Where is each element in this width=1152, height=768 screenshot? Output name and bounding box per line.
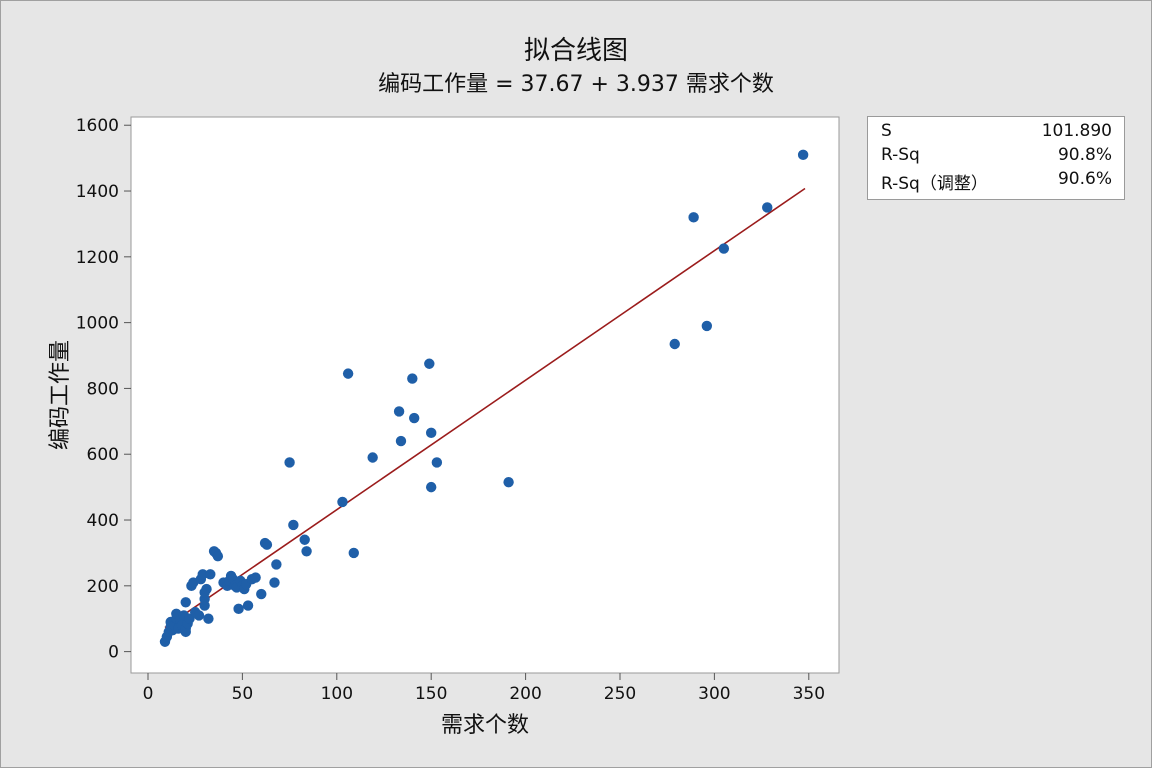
- data-point: [201, 583, 212, 595]
- stats-row-rsq: R-Sq 90.8%: [881, 145, 1112, 169]
- data-point: [718, 243, 730, 254]
- stats-row-s: S 101.890: [881, 121, 1112, 145]
- data-point: [688, 212, 699, 223]
- x-tick-label: 50: [232, 684, 254, 704]
- data-point: [284, 457, 295, 468]
- stats-label: R-Sq: [881, 145, 920, 165]
- y-tick-label: 1600: [76, 116, 119, 136]
- data-point: [212, 551, 224, 562]
- stats-label: R-Sq（调整）: [881, 174, 988, 194]
- stats-value: 90.8%: [1057, 145, 1112, 165]
- x-tick-label: 350: [793, 684, 825, 704]
- data-point: [299, 534, 310, 545]
- stats-row-rsq-adj: R-Sq（调整） 90.6%: [881, 169, 1112, 194]
- x-axis-label: 需求个数: [440, 713, 530, 738]
- data-point: [288, 519, 299, 531]
- data-point: [250, 572, 261, 583]
- data-point: [431, 457, 443, 468]
- chart-subtitle: 编码工作量 = 37.67 + 3.937 需求个数: [378, 72, 774, 97]
- data-point: [395, 435, 407, 447]
- x-tick-label: 100: [321, 684, 353, 704]
- data-point: [367, 452, 378, 463]
- y-tick-label: 800: [87, 379, 119, 399]
- data-point: [425, 427, 437, 439]
- data-point: [301, 546, 312, 557]
- fit-line-group: [164, 187, 806, 629]
- data-point: [242, 600, 254, 611]
- data-point: [797, 149, 809, 161]
- stats-value: 101.890: [1041, 121, 1112, 141]
- data-point: [337, 496, 348, 508]
- data-point: [180, 597, 191, 608]
- data-point: [261, 539, 273, 550]
- x-tick-label: 200: [509, 684, 541, 704]
- data-point: [342, 368, 354, 379]
- data-point: [762, 202, 773, 213]
- x-tick-label: 250: [604, 684, 636, 704]
- data-point: [193, 610, 205, 621]
- data-point: [409, 412, 420, 424]
- data-point: [407, 373, 418, 384]
- data-point: [348, 547, 359, 559]
- data-point: [205, 569, 216, 580]
- y-tick-label: 1400: [76, 182, 119, 202]
- y-tick-label: 1200: [76, 248, 119, 268]
- data-point: [269, 577, 280, 588]
- data-point: [503, 476, 514, 488]
- y-tick-label: 400: [87, 511, 119, 531]
- axes-group: 0 50 100 150 200 250 300 350 0 200 400 600 800 1000 12…: [76, 116, 825, 704]
- y-tick-label: 200: [87, 577, 119, 597]
- data-point: [425, 481, 437, 493]
- data-point: [203, 613, 214, 624]
- x-tick-label: 150: [415, 684, 447, 704]
- points-group: [159, 149, 809, 647]
- x-tick-label: 0: [143, 684, 154, 704]
- data-point: [701, 320, 713, 332]
- y-tick-label: 1000: [76, 314, 119, 334]
- stats-value: 90.6%: [1057, 169, 1112, 189]
- y-tick-label: 600: [87, 445, 119, 465]
- data-point: [393, 406, 405, 417]
- data-point: [669, 338, 680, 350]
- data-point: [197, 569, 208, 580]
- y-axis-label: 编码工作量: [48, 339, 73, 451]
- data-point: [256, 588, 267, 600]
- fit-line: [164, 187, 806, 629]
- stats-box: S 101.890 R-Sq 90.8% R-Sq（调整） 90.6%: [867, 116, 1125, 200]
- x-tick-label: 300: [698, 684, 730, 704]
- data-point: [271, 559, 282, 570]
- data-point: [424, 358, 435, 369]
- y-tick-label: 0: [108, 643, 119, 663]
- data-point: [233, 603, 244, 615]
- stats-label: S: [881, 121, 892, 141]
- chart-title: 拟合线图: [523, 36, 628, 66]
